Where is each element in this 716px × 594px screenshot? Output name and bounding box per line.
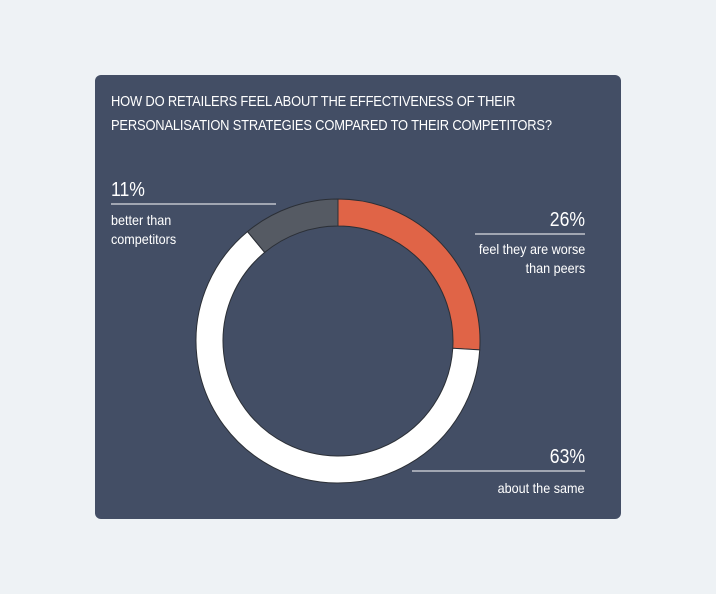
label-better-percent: 11% <box>111 179 145 201</box>
label-better-text-line-1: better than <box>111 212 172 228</box>
donut-slice-better <box>246 198 339 254</box>
donut-chart <box>111 198 585 484</box>
label-worse-percent: 26% <box>549 209 585 231</box>
label-same-text: about the same <box>498 480 585 496</box>
chart-title-line-1: How do retailers feel about the effectiv… <box>111 93 516 110</box>
label-better-text-line-2: competitors <box>111 231 177 247</box>
donut-slice-worse <box>337 198 481 351</box>
label-worse-text-line-2: than peers <box>525 260 585 276</box>
chart-title: How do retailers feel about the effectiv… <box>111 90 552 138</box>
label-worse-text-line-1: feel they are worse <box>478 241 585 257</box>
label-same-percent: 63% <box>549 446 585 468</box>
chart-title-line-2: personalisation strategies compared to t… <box>111 117 552 134</box>
donut-slice-same <box>195 230 481 484</box>
chart-card: How do retailers feel about the effectiv… <box>95 75 621 519</box>
